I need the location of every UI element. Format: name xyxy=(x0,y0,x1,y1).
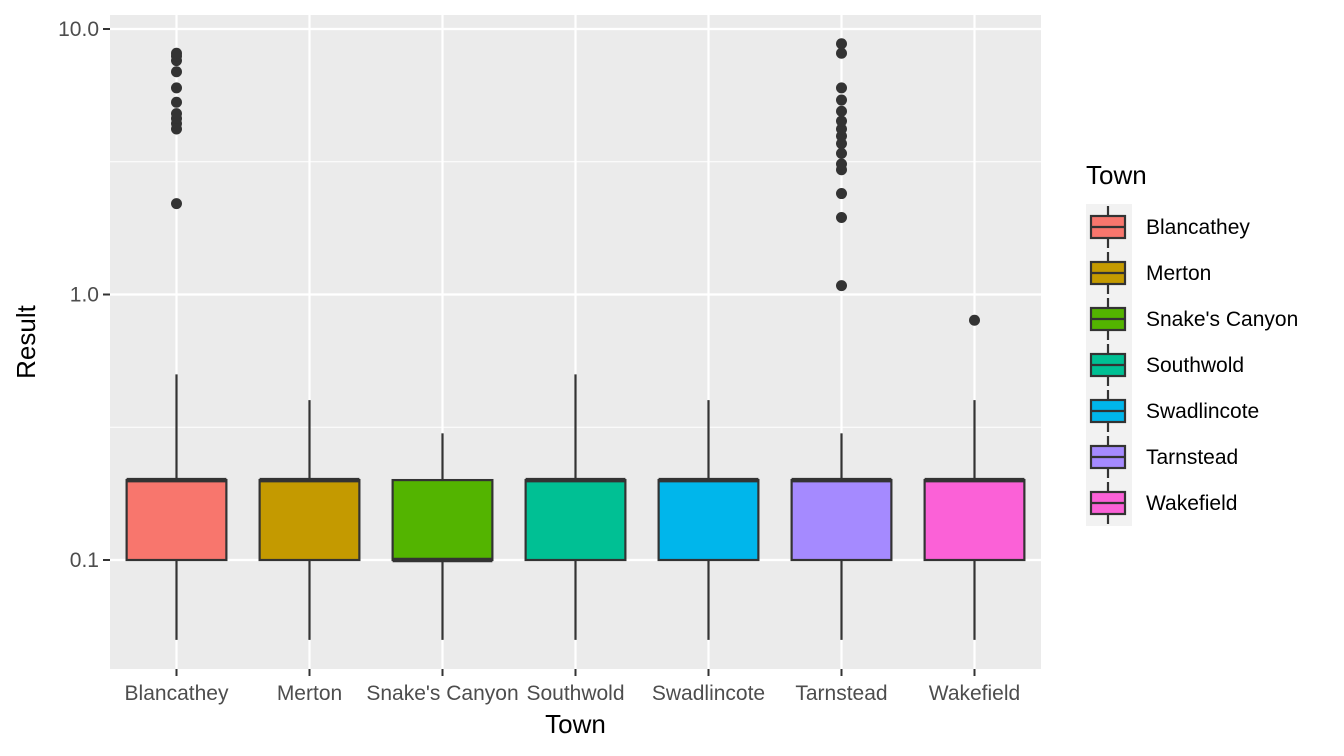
box-group xyxy=(923,314,1026,640)
legend-label: Swadlincote xyxy=(1146,400,1259,423)
legend-label: Tarnstead xyxy=(1146,446,1238,469)
box xyxy=(125,478,228,562)
legend-item: Southwold xyxy=(1089,344,1244,386)
outlier-point xyxy=(171,47,182,59)
legend-label: Blancathey xyxy=(1146,216,1250,239)
outlier-point xyxy=(171,198,182,210)
x-tick-label: Swadlincote xyxy=(652,682,765,705)
y-axis-title: Result xyxy=(11,304,41,378)
x-tick-label: Wakefield xyxy=(929,682,1020,705)
outlier-point xyxy=(836,280,847,292)
x-axis-title: Town xyxy=(545,709,606,739)
outlier-point xyxy=(836,211,847,223)
boxes-layer xyxy=(125,38,1026,640)
y-tick-label: 10.0 xyxy=(58,18,99,41)
outlier-point xyxy=(836,123,847,135)
legend-label: Merton xyxy=(1146,262,1211,285)
outlier-point xyxy=(836,158,847,170)
box xyxy=(790,478,893,562)
outlier-point xyxy=(836,105,847,117)
box-group xyxy=(391,433,494,640)
box xyxy=(657,478,760,562)
outlier-point xyxy=(836,147,847,159)
x-tick-label: Blancathey xyxy=(125,682,229,705)
box xyxy=(258,478,361,562)
legend-item: Blancathey xyxy=(1089,206,1250,248)
outlier-point xyxy=(836,38,847,50)
legend-title: Town xyxy=(1086,160,1147,190)
legend-item: Merton xyxy=(1089,252,1211,294)
box-group xyxy=(258,400,361,640)
x-tick-label: Snake's Canyon xyxy=(366,682,518,705)
outlier-point xyxy=(836,47,847,59)
legend-label: Snake's Canyon xyxy=(1146,308,1298,331)
y-tick-label: 0.1 xyxy=(70,549,99,572)
legend-label: Southwold xyxy=(1146,354,1244,377)
box xyxy=(391,478,494,562)
outlier-point xyxy=(836,188,847,200)
outlier-point xyxy=(836,82,847,94)
box xyxy=(923,478,1026,562)
outlier-point xyxy=(171,82,182,94)
box-group xyxy=(524,374,627,640)
x-tick-label: Southwold xyxy=(526,682,624,705)
box-group xyxy=(125,47,228,640)
outlier-point xyxy=(969,314,980,326)
outlier-point xyxy=(171,96,182,108)
outlier-point xyxy=(171,66,182,78)
x-tick-label: Merton xyxy=(277,682,342,705)
legend-item: Tarnstead xyxy=(1089,436,1238,478)
legend-label: Wakefield xyxy=(1146,492,1237,515)
outlier-point xyxy=(171,108,182,120)
x-axis: Blancathey Merton Snake's Canyon Southwold S… xyxy=(125,669,1020,705)
legend-item: Swadlincote xyxy=(1089,390,1259,432)
outlier-point xyxy=(836,138,847,150)
box xyxy=(524,478,627,562)
legend-items: Blancathey Merton Snake's Canyon Southwold S… xyxy=(1089,206,1298,524)
outlier-point xyxy=(836,115,847,127)
outlier-point xyxy=(836,94,847,106)
box-group xyxy=(790,38,893,640)
y-tick-label: 1.0 xyxy=(70,284,99,307)
legend-item: Wakefield xyxy=(1089,482,1237,524)
box-group xyxy=(657,400,760,640)
legend-item: Snake's Canyon xyxy=(1089,298,1298,340)
y-axis: 0.1 1.0 10.0 xyxy=(58,18,110,572)
legend: Town Blancathey Merton Snake's Canyon South… xyxy=(1086,160,1298,526)
x-tick-label: Tarnstead xyxy=(795,682,887,705)
